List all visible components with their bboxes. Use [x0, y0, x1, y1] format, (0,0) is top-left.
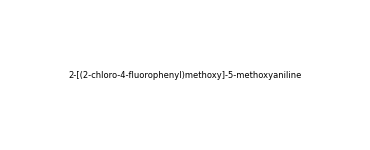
Text: 2-[(2-chloro-4-fluorophenyl)methoxy]-5-methoxyaniline: 2-[(2-chloro-4-fluorophenyl)methoxy]-5-m… — [68, 70, 302, 80]
